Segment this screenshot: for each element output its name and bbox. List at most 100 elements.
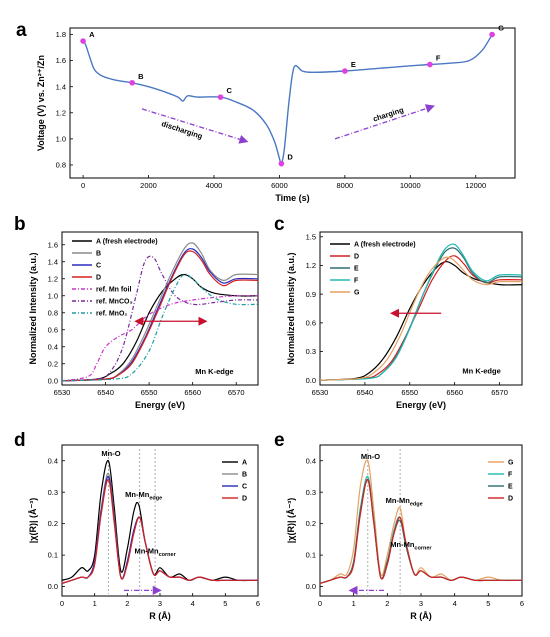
- legend-label-3: D: [508, 496, 513, 503]
- x-tick-label: 6: [520, 599, 524, 608]
- legend-label-5: ref. MnCO₃: [96, 299, 133, 306]
- panel-d: d 0 1 2 3 4 5 6 0.0 0.1 0.2 0.3 0.4 R (Å) |χ(R)| (Å⁻³)…: [14, 430, 260, 621]
- x-tick-label: 6570: [228, 388, 245, 397]
- point-marker-C: [217, 94, 224, 100]
- y-tick-label: 1.2: [56, 108, 66, 117]
- legend-label-4: ref. Mn foil: [96, 287, 131, 294]
- x-tick-label: 6550: [401, 388, 418, 397]
- point-label-G: G: [498, 24, 504, 33]
- x-tick-label: 2: [385, 599, 389, 608]
- panel-label: a: [16, 20, 27, 41]
- panel-e: e 0 1 2 3 4 5 6 0.0 0.1 0.2 0.3 0.4 R (Å) |χ(R)| (Å⁻³)…: [274, 430, 524, 621]
- series-line-4: [62, 295, 258, 382]
- series-line-5: [62, 255, 258, 382]
- y-tick-label: 0.1: [48, 551, 58, 560]
- series-line-0: [62, 273, 258, 382]
- y-tick-label: 0.3: [306, 488, 316, 497]
- series-line-1: [320, 255, 522, 381]
- series-line-2: [62, 248, 258, 382]
- panel-label: b: [14, 214, 26, 235]
- legend-label-1: B: [242, 472, 247, 479]
- panel-b: b 6530 6540 6550 6560 6570 0.0 0.2 0.4 0.6 0.8 1.0 1…: [14, 214, 259, 410]
- point-label-F: F: [436, 54, 441, 63]
- annotation-1: Mn-Mnedge: [125, 490, 162, 502]
- y-tick-label: 1.4: [56, 82, 66, 91]
- x-tick-label: 10000: [400, 181, 421, 190]
- y-tick-label: 0.4: [48, 342, 58, 351]
- x-tick-label: 8000: [337, 181, 354, 190]
- series-line-6: [62, 273, 258, 382]
- legend-label-2: E: [354, 266, 359, 273]
- y-axis-title: |χ(R)| (Å⁻³): [286, 498, 296, 543]
- x-axis-title: R (Å): [410, 611, 432, 621]
- annotation-1: charging: [372, 105, 405, 123]
- y-tick-label: 1.0: [48, 291, 58, 300]
- x-tick-label: 6000: [271, 181, 288, 190]
- y-tick-label: 1.8: [56, 30, 66, 39]
- y-axis-title: |χ(R)| (Å⁻³): [28, 498, 38, 543]
- point-label-A: A: [89, 30, 95, 39]
- x-axis-title: Energy (eV): [396, 400, 446, 410]
- x-tick-label: 5: [223, 599, 227, 608]
- legend-label-0: G: [508, 460, 514, 467]
- legend-label-2: E: [508, 484, 513, 491]
- x-tick-label: 3: [419, 599, 423, 608]
- point-marker-E: [342, 68, 348, 74]
- x-tick-label: 6530: [54, 388, 71, 397]
- x-tick-label: 6560: [446, 388, 463, 397]
- series-line-3: [62, 250, 258, 382]
- y-tick-label: 0.3: [306, 347, 316, 356]
- panel-label: d: [14, 430, 26, 451]
- x-tick-label: 12000: [465, 181, 486, 190]
- x-tick-label: 0: [60, 599, 64, 608]
- y-tick-label: 0.4: [306, 456, 316, 465]
- series-line-3: [320, 243, 522, 381]
- y-tick-label: 0.0: [48, 582, 58, 591]
- y-tick-label: 0.4: [48, 456, 58, 465]
- x-tick-label: 1: [352, 599, 356, 608]
- point-label-B: B: [138, 72, 144, 81]
- x-tick-label: 4: [453, 599, 457, 608]
- legend-label-3: D: [242, 496, 247, 503]
- series-line-4: [320, 256, 522, 381]
- y-tick-label: 0.6: [48, 325, 58, 334]
- y-tick-label: 0.0: [48, 376, 58, 385]
- annotation-0: Mn-O: [361, 452, 380, 461]
- annotation-arrow-0: [141, 108, 249, 144]
- point-label-E: E: [351, 60, 356, 69]
- x-tick-label: 6550: [141, 388, 158, 397]
- legend-label-0: A (fresh electrode): [96, 239, 158, 246]
- series-line-0: [82, 34, 493, 165]
- y-tick-label: 1.6: [56, 56, 66, 65]
- x-axis-title: R (Å): [149, 611, 171, 621]
- y-tick-label: 0.0: [306, 376, 316, 385]
- x-tick-label: 6540: [97, 388, 114, 397]
- legend-label-1: F: [508, 472, 513, 479]
- series-line-0: [320, 260, 522, 381]
- y-tick-label: 0.6: [306, 318, 316, 327]
- x-tick-label: 4000: [206, 181, 223, 190]
- y-tick-label: 1.2: [306, 261, 316, 270]
- x-axis-title: Energy (eV): [135, 400, 185, 410]
- plot-frame: [319, 231, 523, 386]
- point-marker-D: [278, 160, 285, 167]
- legend-label-0: A: [242, 460, 247, 467]
- legend-label-0: A (fresh electrode): [354, 242, 416, 249]
- panel-c: c 6530 6540 6550 6560 6570 0.0 0.3 0.6 0.9 1.2 1.5 E…: [274, 214, 523, 410]
- y-axis-title: Voltage (V) vs. Zn²⁺/Zn: [36, 55, 46, 151]
- annotation-0: discharging: [160, 119, 204, 141]
- x-tick-label: 3: [158, 599, 162, 608]
- annotation-0: Mn K-edge: [462, 367, 500, 376]
- annotation-2: Mn-Mncorner: [134, 547, 176, 559]
- point-marker-A: [80, 38, 86, 44]
- legend-label-4: G: [354, 290, 360, 297]
- y-axis-title: Normalized Intensity (a.u.): [286, 252, 296, 364]
- y-tick-label: 1.4: [48, 257, 58, 266]
- y-tick-label: 0.8: [56, 161, 66, 170]
- y-tick-label: 0.2: [306, 519, 316, 528]
- series-line-0: [320, 459, 522, 584]
- series-line-3: [62, 478, 258, 584]
- point-label-D: D: [287, 153, 293, 162]
- x-tick-label: 2000: [140, 181, 157, 190]
